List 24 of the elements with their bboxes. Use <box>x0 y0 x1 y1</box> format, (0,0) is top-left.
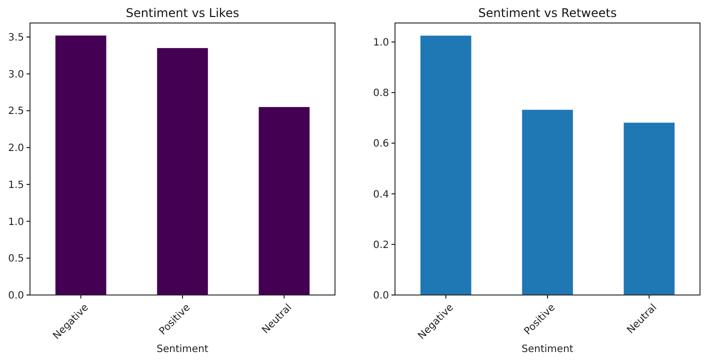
y-tick-label: 0.2 <box>373 240 389 251</box>
y-tick-label: 2.0 <box>8 143 24 154</box>
y-tick-label: 1.5 <box>8 180 24 191</box>
y-tick-label: 0.5 <box>8 254 24 265</box>
bar <box>157 48 208 295</box>
bar <box>624 122 675 295</box>
y-tick-label: 3.5 <box>8 32 24 44</box>
y-tick-label: 1.0 <box>8 216 24 228</box>
chart-title: Sentiment vs Likes <box>126 6 240 20</box>
chart-title: Sentiment vs Retweets <box>478 6 617 20</box>
y-tick-label: 3.0 <box>8 69 24 80</box>
bar <box>55 36 106 295</box>
bar <box>258 107 310 295</box>
bar <box>522 110 573 295</box>
bar <box>420 36 472 295</box>
y-tick-label: 0.0 <box>373 290 389 302</box>
y-tick-label: 0.4 <box>373 189 389 200</box>
x-axis-title: Sentiment <box>156 344 208 355</box>
x-axis-title: Sentiment <box>522 344 574 355</box>
y-tick-label: 0.6 <box>373 138 389 150</box>
y-tick-label: 0.8 <box>373 88 389 100</box>
y-tick-label: 2.5 <box>8 106 24 118</box>
y-tick-label: 0.0 <box>8 290 24 302</box>
y-tick-label: 1.0 <box>373 37 389 48</box>
